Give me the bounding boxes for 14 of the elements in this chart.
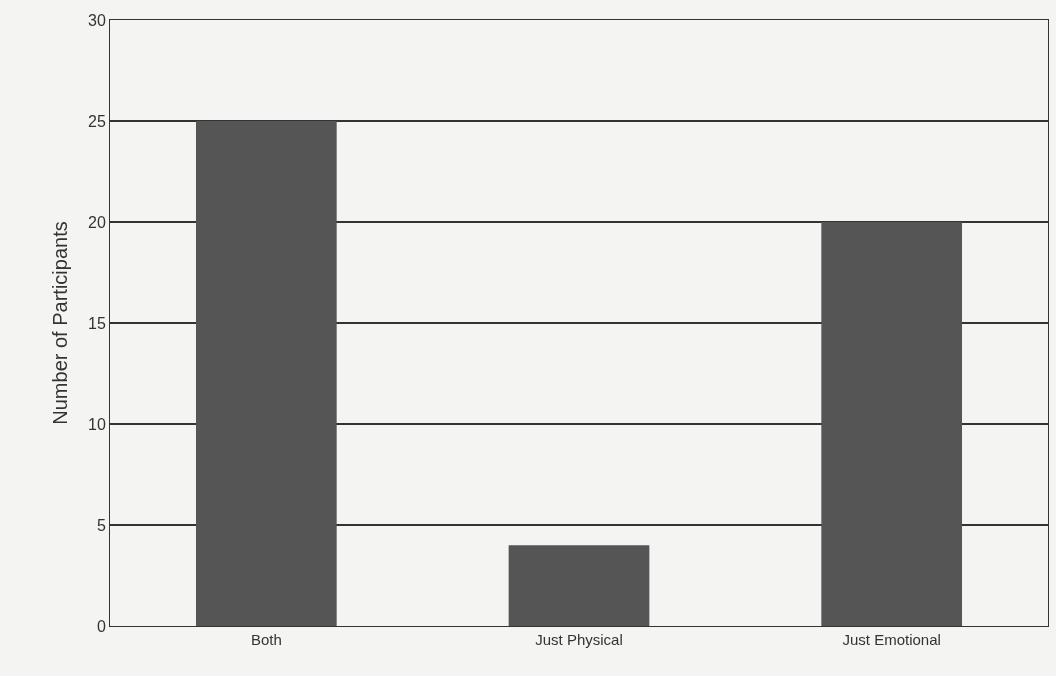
- x-tick-label: Just Emotional: [842, 631, 941, 648]
- y-tick-label: 15: [88, 314, 106, 332]
- y-tick-label: 0: [96, 617, 106, 635]
- y-tick-label: 30: [88, 11, 106, 29]
- x-tick-label: Just Physical: [535, 631, 623, 648]
- y-tick-label: 20: [88, 213, 106, 231]
- y-axis-title: Number of Participants: [48, 221, 71, 425]
- y-tick-label: 25: [88, 112, 106, 130]
- bar: [508, 545, 650, 626]
- bar: [195, 121, 337, 626]
- bar: [821, 222, 963, 626]
- x-tick-label: Both: [250, 631, 282, 648]
- y-tick-label: 5: [96, 516, 106, 534]
- y-tick-label: 10: [88, 415, 106, 433]
